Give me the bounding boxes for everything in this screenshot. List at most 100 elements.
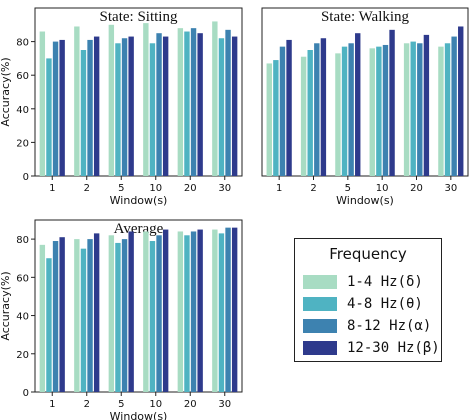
legend-swatch-theta <box>303 297 337 311</box>
x-tick-label: 2 <box>84 183 90 194</box>
bar <box>93 233 100 392</box>
bar <box>403 43 410 176</box>
bar <box>273 60 279 176</box>
plot-area <box>261 7 469 177</box>
bar <box>46 58 52 176</box>
bar <box>348 43 354 176</box>
x-tick-label: 5 <box>345 183 351 194</box>
bar <box>438 46 444 176</box>
chart-title: State: Walking <box>321 9 410 25</box>
bar <box>177 28 184 176</box>
bar <box>376 46 382 176</box>
x-tick-label: 10 <box>149 399 162 410</box>
y-tick-label: 20 <box>16 350 29 361</box>
bar <box>369 48 375 176</box>
y-tick-label: 0 <box>23 388 29 399</box>
bar <box>121 239 128 392</box>
bar <box>382 44 389 177</box>
bar <box>108 24 115 176</box>
plot-area <box>34 219 243 393</box>
legend: Frequency 1-4 Hz(δ) 4-8 Hz(θ) 8-12 Hz(α)… <box>294 238 442 362</box>
bar <box>231 227 238 392</box>
x-tick-label: 1 <box>49 399 55 410</box>
bar <box>46 258 52 392</box>
legend-label-beta: 12-30 Hz(β) <box>347 340 440 356</box>
bar <box>149 43 156 176</box>
bar <box>59 39 65 176</box>
bar <box>300 56 307 176</box>
bar <box>451 36 457 177</box>
legend-item-alpha: 8-12 Hz(α) <box>303 317 431 335</box>
bar <box>341 46 348 176</box>
bar <box>162 229 169 392</box>
bar <box>218 38 225 176</box>
bar <box>143 23 149 177</box>
bar <box>335 53 341 176</box>
legend-label-alpha: 8-12 Hz(α) <box>347 318 432 334</box>
bar <box>115 43 121 176</box>
bar <box>197 33 203 177</box>
x-axis-label: Window(s) <box>110 194 168 207</box>
y-tick-label: 80 <box>16 235 29 246</box>
bar <box>52 41 59 176</box>
chart-title: State: Sitting <box>100 9 178 25</box>
bar <box>59 237 65 392</box>
bar <box>87 239 93 392</box>
x-tick-label: 2 <box>310 183 316 194</box>
bar <box>115 242 121 392</box>
bar <box>156 235 162 392</box>
x-tick-label: 5 <box>118 399 124 410</box>
legend-swatch-delta <box>303 275 337 289</box>
bar <box>423 34 430 176</box>
bar <box>184 235 190 392</box>
y-tick-label: 20 <box>16 138 29 149</box>
legend-item-beta: 12-30 Hz(β) <box>303 339 440 357</box>
bar <box>190 28 197 176</box>
bar <box>225 29 231 177</box>
x-tick-label: 10 <box>149 183 162 194</box>
x-tick-label: 1 <box>49 183 55 194</box>
bar <box>39 31 46 176</box>
x-tick-label: 30 <box>218 183 231 194</box>
x-tick-label: 30 <box>444 183 457 194</box>
bar <box>128 231 134 392</box>
bar <box>184 31 190 176</box>
chart-title: Average <box>114 221 164 237</box>
bar <box>320 38 327 176</box>
legend-swatch-alpha <box>303 319 337 333</box>
bar <box>121 38 128 176</box>
bar <box>286 39 292 176</box>
x-tick-label: 20 <box>410 183 423 194</box>
x-tick-label: 2 <box>84 399 90 410</box>
bar <box>80 248 87 392</box>
legend-title: Frequency <box>329 245 407 263</box>
x-axis-label: Window(s) <box>110 410 168 420</box>
bar <box>314 43 320 176</box>
bar <box>231 36 238 177</box>
bar <box>108 235 115 392</box>
y-tick-label: 60 <box>16 273 29 284</box>
bar <box>80 50 87 176</box>
legend-item-theta: 4-8 Hz(θ) <box>303 295 423 313</box>
legend-label-delta: 1-4 Hz(δ) <box>347 274 423 290</box>
bar <box>218 233 225 392</box>
bar <box>190 231 197 392</box>
y-tick-label: 40 <box>16 105 29 116</box>
legend-label-theta: 4-8 Hz(θ) <box>347 296 423 312</box>
bar <box>225 227 231 392</box>
bar <box>212 229 218 392</box>
bar <box>410 41 416 176</box>
x-tick-label: 1 <box>276 183 282 194</box>
legend-item-delta: 1-4 Hz(δ) <box>303 273 423 291</box>
bar <box>74 26 80 177</box>
y-axis-label: Accuracy(%) <box>0 57 12 126</box>
x-tick-label: 10 <box>376 183 389 194</box>
y-tick-label: 80 <box>16 38 29 49</box>
bar <box>128 36 134 177</box>
bar <box>307 50 313 176</box>
bar <box>197 229 203 392</box>
y-axis-label: Accuracy(%) <box>0 271 12 340</box>
legend-swatch-beta <box>303 341 337 355</box>
bar <box>87 39 93 176</box>
